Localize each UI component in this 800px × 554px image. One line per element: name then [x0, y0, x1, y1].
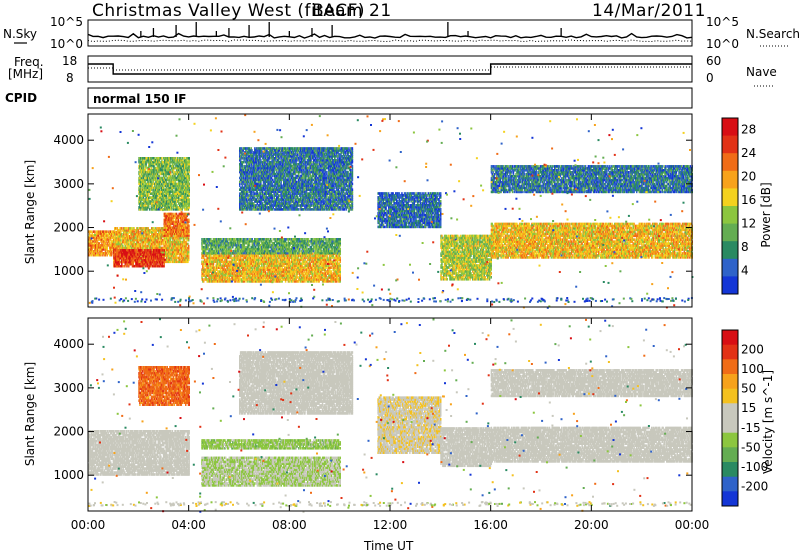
frequency-line — [88, 64, 692, 74]
heatmap-cell — [189, 183, 190, 186]
cpid-label: CPID — [5, 91, 37, 105]
heatmap-cell — [126, 227, 127, 230]
freq-tick-top: 18 — [62, 54, 77, 68]
nave-tick-top: 60 — [706, 54, 721, 68]
heatmap-cell — [188, 245, 189, 248]
freq-tick-bottom: 8 — [66, 71, 74, 85]
heatmap-cell — [149, 208, 150, 211]
freq-unit-label: [MHz] — [8, 67, 43, 81]
noise-spikes — [141, 22, 561, 37]
nave-tick-bottom: 0 — [706, 71, 714, 85]
heatmap-cell — [161, 157, 162, 160]
date-label: 14/Mar/2011 — [592, 1, 706, 21]
heatmap-cell — [182, 157, 183, 160]
nave-line — [88, 67, 692, 70]
noise-left-tick-top: 10^5 — [50, 15, 83, 29]
heatmap-cell — [119, 261, 120, 264]
noise-search-line — [88, 40, 692, 42]
heatmap-cell — [122, 265, 123, 268]
noise-search-label: N.Search — [746, 27, 800, 41]
heatmap-cell — [189, 157, 190, 160]
noise-panel: N.Sky 10^5 10^0 10^5 10^0 N.Search — [3, 15, 800, 51]
heatmap-cell — [189, 198, 190, 201]
heatmap-cell — [188, 219, 189, 222]
heatmap-cell — [150, 249, 151, 252]
noise-line — [88, 34, 692, 38]
noise-right-tick-top: 10^5 — [706, 15, 739, 29]
heatmap-cell — [94, 230, 95, 233]
heatmap-cell — [159, 249, 160, 252]
heatmap-cell — [189, 175, 190, 178]
heatmap-cell — [163, 249, 164, 252]
frequency-panel: Freq. [MHz] 18 8 60 0 Nave — [8, 54, 777, 86]
cpid-panel: CPID normal 150 IF — [5, 88, 692, 108]
beam-label: Beam 21 — [312, 1, 392, 21]
nave-label: Nave — [746, 65, 777, 79]
noise-sky-label: N.Sky — [3, 27, 37, 41]
noise-left-tick-bottom: 10^0 — [50, 37, 83, 51]
cpid-mode: normal 150 IF — [93, 92, 187, 106]
heatmap-cell — [136, 249, 137, 252]
heatmap-cell — [163, 261, 164, 264]
power-heatmap — [88, 114, 693, 309]
rti-figure: Christmas Valley West (fitACF) Beam 21 1… — [0, 0, 800, 554]
noise-right-tick-bottom: 10^0 — [706, 37, 739, 51]
heatmap-cell — [188, 225, 189, 228]
